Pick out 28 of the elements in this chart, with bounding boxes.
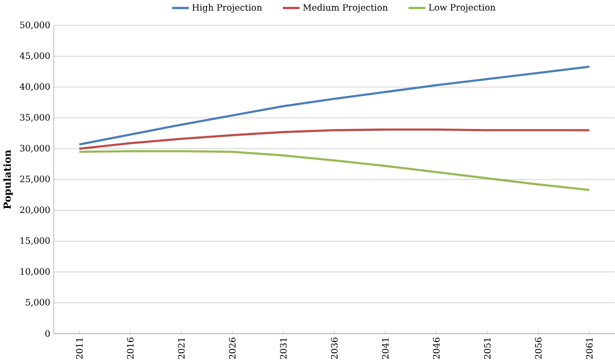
y-axis-title: Population xyxy=(3,150,13,209)
y-tick-label: 0 xyxy=(45,330,50,338)
x-tick-label: 2016 xyxy=(126,338,134,360)
x-tick-label: 2056 xyxy=(534,338,542,360)
y-tick-label: 10,000 xyxy=(20,268,50,276)
x-tick-label: 2046 xyxy=(432,338,440,360)
y-tick-label: 30,000 xyxy=(20,144,50,153)
x-tick-label: 2021 xyxy=(178,338,185,360)
legend-label: Medium Projection xyxy=(303,4,388,13)
y-tick-label: 40,000 xyxy=(20,83,50,92)
x-tick-label: 2061 xyxy=(586,338,593,360)
y-tick-label: 20,000 xyxy=(20,206,50,214)
y-tick-label: 35,000 xyxy=(20,114,50,122)
x-tick-label: 2026 xyxy=(228,338,236,360)
line-series xyxy=(78,150,590,192)
y-tick-label: 45,000 xyxy=(20,52,50,60)
y-tick-label: 15,000 xyxy=(20,237,50,246)
line-series xyxy=(78,66,590,146)
x-tick-label: 2051 xyxy=(484,338,491,360)
x-tick-label: 2011 xyxy=(76,338,83,360)
y-tick-label: 50,000 xyxy=(20,22,50,30)
legend-label: Low Projection xyxy=(428,4,496,13)
x-tick-label: 2031 xyxy=(280,338,287,360)
y-tick-label: 25,000 xyxy=(20,176,50,184)
x-tick-label: 2041 xyxy=(382,338,389,360)
y-tick-label: 5,000 xyxy=(26,299,50,307)
x-tick-label: 2036 xyxy=(330,338,338,360)
legend-label: High Projection xyxy=(192,4,262,13)
